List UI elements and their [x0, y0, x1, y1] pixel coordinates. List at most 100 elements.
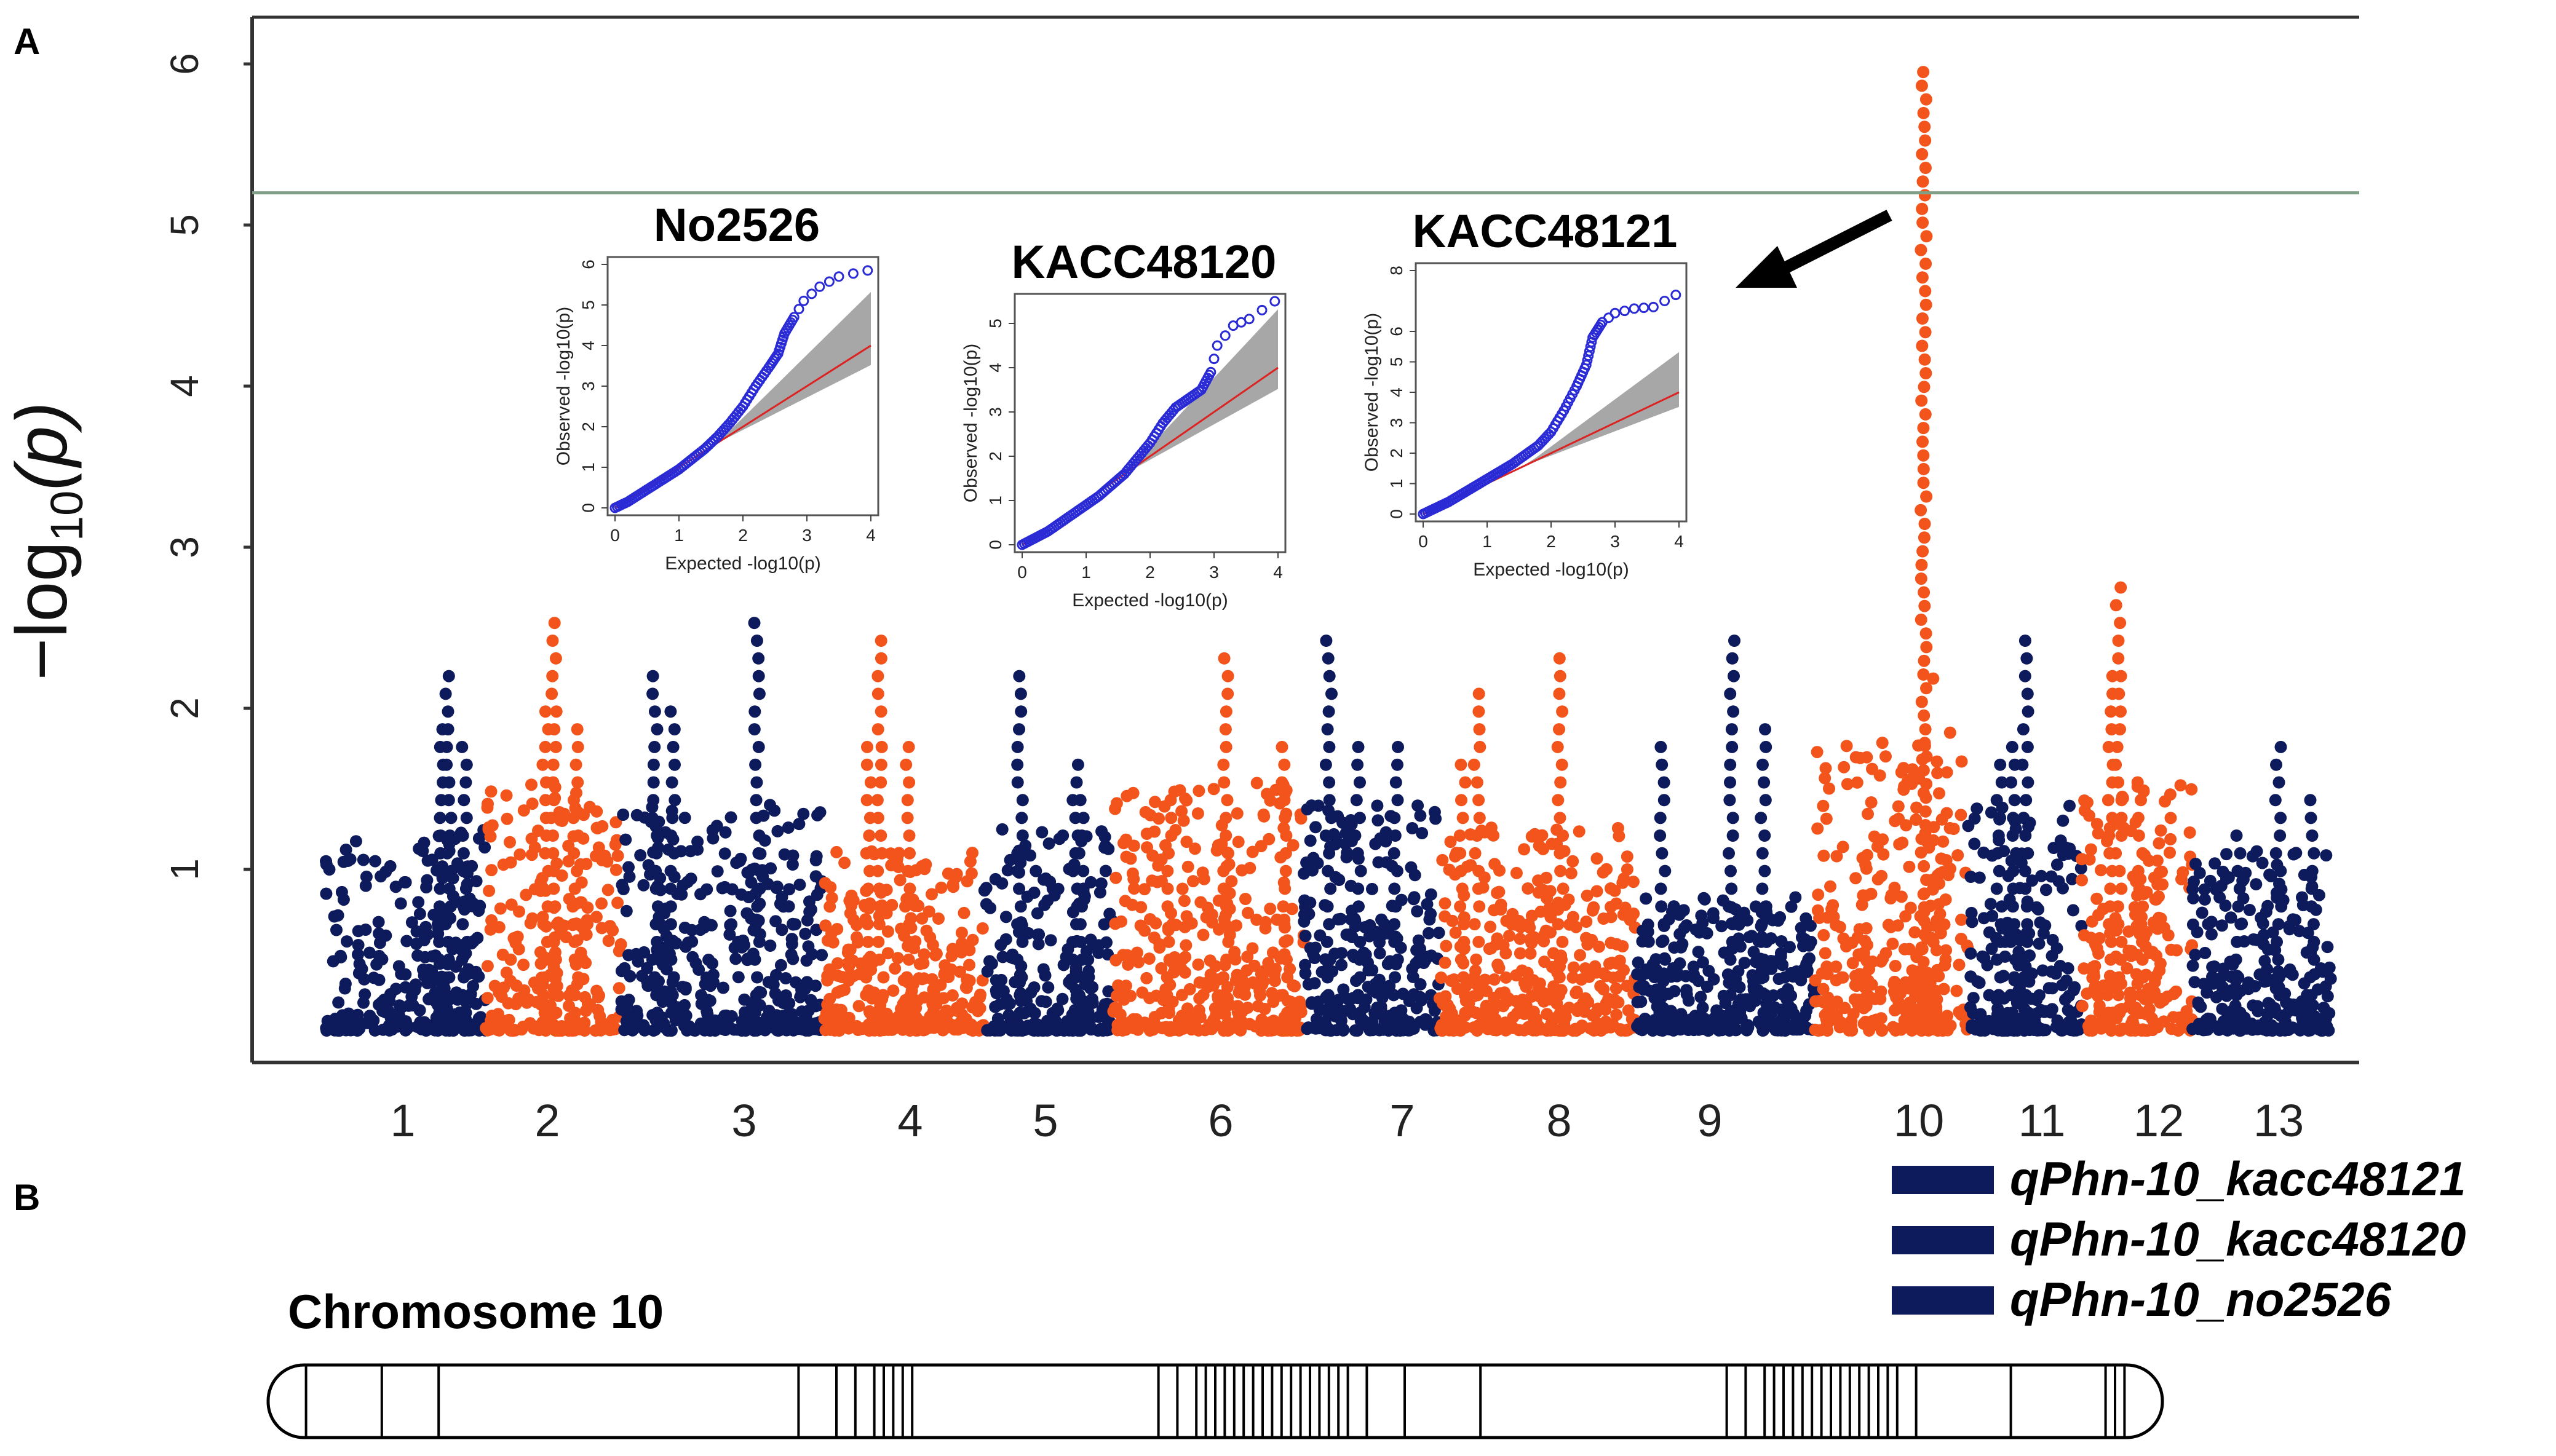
snp-point — [1278, 758, 1291, 771]
snp-point — [1854, 949, 1867, 962]
snp-point — [486, 819, 499, 832]
snp-point — [1553, 723, 1565, 736]
snp-point — [2206, 970, 2218, 983]
snp-point — [2209, 857, 2221, 870]
qq-points — [1418, 290, 1681, 520]
qq-y-tick-label: 4 — [1387, 387, 1406, 397]
snp-point — [772, 1024, 785, 1037]
snp-point — [2189, 949, 2202, 961]
snp-point — [1875, 1012, 1887, 1025]
snp-point — [2063, 799, 2076, 812]
snp-point — [814, 806, 827, 819]
snp-point — [1918, 654, 1931, 667]
snp-point — [2233, 882, 2246, 895]
snp-point — [1276, 740, 1288, 753]
snp-point — [2114, 581, 2127, 594]
snp-point — [1554, 865, 1567, 877]
snp-point — [481, 992, 494, 1005]
chromosome-12-points — [2076, 581, 2199, 1037]
snp-point — [1990, 794, 2003, 807]
snp-point — [976, 922, 989, 935]
snp-point — [1166, 918, 1179, 931]
chromosome-11-label: 11 — [2018, 1095, 2066, 1146]
snp-point — [648, 705, 661, 718]
chromosome-13-points — [2186, 740, 2337, 1037]
snp-point — [1440, 940, 1453, 952]
snp-point — [2229, 953, 2242, 966]
snp-point — [1351, 847, 1364, 860]
snp-point — [613, 944, 625, 957]
chromosome-7-points — [1298, 635, 1445, 1037]
snp-point — [650, 989, 663, 1002]
snp-point — [966, 933, 979, 946]
snp-point — [1811, 746, 1824, 759]
chromosome-5-label: 5 — [1033, 1095, 1058, 1146]
snp-point — [399, 876, 411, 888]
snp-point — [2274, 812, 2287, 825]
snp-point — [1015, 971, 1028, 984]
snp-point — [359, 879, 372, 892]
snp-point — [875, 652, 887, 665]
snp-point — [439, 687, 452, 700]
snp-point — [1015, 812, 1028, 825]
snp-point — [1077, 865, 1090, 877]
snp-point — [1324, 953, 1336, 966]
snp-point — [1657, 776, 1670, 789]
snp-point — [1373, 936, 1386, 949]
snp-point — [611, 849, 624, 862]
snp-point — [1991, 953, 2003, 966]
snp-point — [1207, 783, 1220, 796]
snp-point — [902, 865, 915, 877]
snp-point — [764, 940, 777, 952]
snp-point — [1875, 869, 1888, 882]
snp-point — [1458, 918, 1470, 931]
snp-point — [1918, 121, 1931, 133]
snp-point — [1391, 953, 1404, 966]
snp-point — [443, 1024, 456, 1037]
snp-point — [1177, 1022, 1190, 1035]
snp-point — [1279, 847, 1292, 860]
snp-point — [1862, 807, 1874, 820]
snp-point — [2054, 960, 2066, 972]
snp-point — [1966, 916, 1979, 928]
snp-point — [1919, 257, 1932, 270]
snp-point — [678, 812, 691, 825]
snp-point — [1895, 766, 1908, 778]
snp-point — [694, 888, 707, 901]
snp-point — [456, 918, 469, 931]
snp-point — [1221, 687, 1234, 700]
snp-point — [1657, 971, 1670, 984]
snp-point — [1916, 216, 1929, 229]
snp-point — [1854, 751, 1867, 764]
snp-point — [1406, 822, 1419, 834]
snp-point — [937, 992, 950, 1005]
snp-point — [1329, 838, 1342, 851]
chromosome-3-points — [615, 617, 829, 1037]
snp-point — [1388, 918, 1401, 931]
snp-point — [2223, 1019, 2236, 1032]
snp-point — [1390, 1024, 1403, 1037]
snp-point — [2165, 1023, 2178, 1035]
snp-point — [852, 1000, 865, 1013]
qq-x-label: Expected -log10(p) — [1473, 560, 1629, 580]
snp-point — [1109, 871, 1122, 884]
chromosome-9-label: 9 — [1697, 1095, 1722, 1146]
snp-point — [2115, 812, 2128, 825]
snp-point — [1927, 672, 1940, 685]
snp-point — [1299, 967, 1312, 979]
snp-point — [2026, 874, 2039, 887]
snp-point — [951, 1023, 964, 1036]
snp-point — [1325, 812, 1338, 825]
snp-point — [1698, 893, 1711, 906]
snp-point — [1068, 935, 1081, 948]
snp-point — [590, 911, 603, 924]
snp-point — [474, 1011, 487, 1024]
snp-point — [1469, 847, 1482, 860]
snp-point — [2205, 928, 2218, 941]
snp-point — [2075, 920, 2088, 932]
snp-point — [769, 915, 782, 928]
snp-point — [1416, 827, 1429, 839]
snp-point — [1011, 918, 1024, 931]
snp-point — [1726, 935, 1739, 948]
snp-point — [2021, 935, 2034, 948]
